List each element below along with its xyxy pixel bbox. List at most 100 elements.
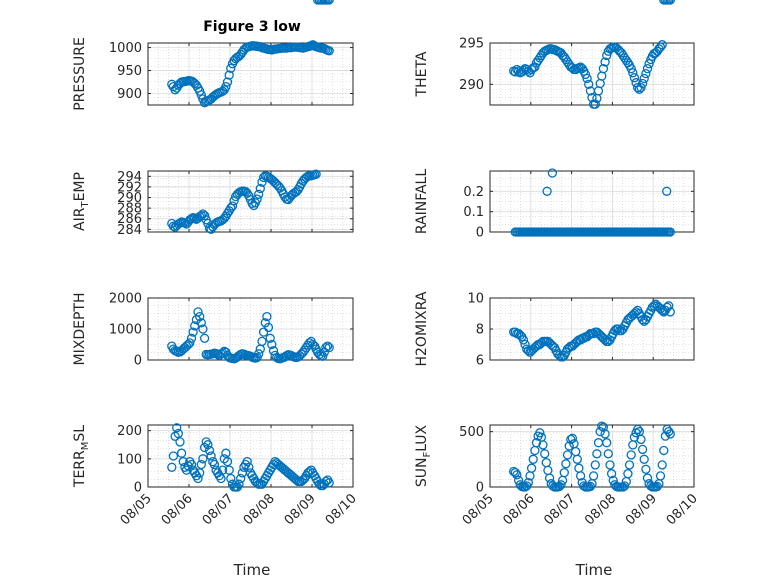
data-point [665, 307, 675, 317]
figure-title: Figure 3 low [203, 19, 301, 35]
data-point [217, 465, 228, 475]
data-point [616, 325, 627, 336]
data-point [556, 480, 566, 490]
data-point [559, 52, 569, 62]
data-point [637, 315, 648, 325]
data-point [662, 302, 672, 312]
data-point [535, 428, 545, 438]
y-tick-label: 288 [117, 202, 142, 217]
data-point [273, 181, 284, 191]
data-point [535, 53, 545, 63]
data-point [255, 183, 265, 194]
data-point [193, 473, 203, 484]
data-point [515, 330, 525, 340]
data-point [181, 465, 192, 475]
data-point [252, 194, 262, 204]
data-point [219, 213, 229, 223]
data-point [196, 90, 206, 100]
data-point [571, 338, 581, 348]
data-point [258, 327, 269, 337]
data-point [257, 336, 267, 347]
y-axis-label: SUNFLUX [414, 424, 433, 487]
data-point [195, 311, 205, 322]
x-tick-label: 08/05 [460, 491, 497, 528]
data-point [665, 429, 675, 439]
x-tick-label: 08/08 [241, 491, 278, 528]
axes-box [489, 297, 695, 361]
axes-box [147, 170, 354, 233]
axes-box [147, 424, 354, 488]
y-tick-label: 0 [134, 354, 142, 369]
data-point [548, 341, 558, 351]
y-tick-label: 6 [476, 354, 484, 369]
grid [489, 170, 695, 233]
x-tick-label: 08/09 [282, 491, 319, 528]
data-point [567, 433, 578, 443]
data-point [526, 463, 537, 473]
data-point [629, 73, 640, 83]
data-point [199, 210, 210, 221]
data-point [198, 454, 208, 464]
data-point [657, 460, 667, 470]
data-point [564, 441, 574, 451]
y-axis-label: H2OMIXRA [414, 291, 430, 366]
y-tick-label: 290 [459, 78, 484, 93]
data-point [544, 473, 555, 483]
data-point [206, 451, 216, 461]
data-point [621, 55, 631, 66]
data-point [626, 311, 636, 322]
data-point [626, 63, 636, 74]
series-markers [509, 0, 675, 109]
y-tick-label: 900 [117, 87, 142, 102]
data-point [664, 426, 674, 437]
data-point [224, 465, 234, 475]
subplot-4: 0 0.1 0.2 RAINFALL [414, 168, 695, 241]
x-tick-label: 08/07 [200, 491, 237, 528]
data-point [518, 335, 529, 345]
data-point [590, 460, 600, 470]
y-tick-label: 0 [134, 481, 142, 496]
x-axis-label-right: Time [575, 561, 613, 579]
y-tick-label: 286 [117, 212, 142, 227]
data-point [190, 78, 200, 89]
subplot-1: 900 950 1000 PRESSURE [72, 37, 354, 111]
x-tick-label: 08/10 [323, 491, 360, 528]
data-point [522, 64, 532, 75]
data-point [186, 214, 197, 224]
data-point [619, 481, 630, 491]
data-point [659, 445, 669, 456]
data-point [613, 44, 623, 55]
data-point [561, 459, 571, 469]
y-tick-label: 2000 [109, 292, 142, 307]
data-point [540, 449, 550, 459]
data-point [606, 469, 617, 479]
data-point [185, 338, 195, 348]
data-point [637, 78, 648, 89]
data-point [324, 46, 334, 56]
data-point [260, 318, 270, 328]
data-point [193, 307, 203, 317]
y-tick-label: 100 [117, 452, 142, 467]
data-point [227, 201, 238, 211]
data-point [236, 473, 246, 484]
x-tick-label: 08/05 [118, 491, 155, 528]
data-point [603, 449, 613, 459]
series-markers [167, 40, 334, 108]
data-point [633, 424, 643, 435]
data-point [512, 470, 522, 480]
data-point [662, 186, 672, 196]
data-point [263, 322, 274, 333]
data-point [637, 444, 648, 455]
data-point [167, 462, 177, 472]
series-markers [509, 299, 675, 362]
data-point [644, 59, 654, 69]
data-point [296, 179, 306, 189]
data-point [592, 449, 602, 459]
data-point [198, 324, 208, 334]
data-point [603, 336, 613, 347]
data-point [298, 347, 308, 357]
data-point [642, 63, 653, 74]
y-tick-label: 292 [117, 180, 142, 195]
